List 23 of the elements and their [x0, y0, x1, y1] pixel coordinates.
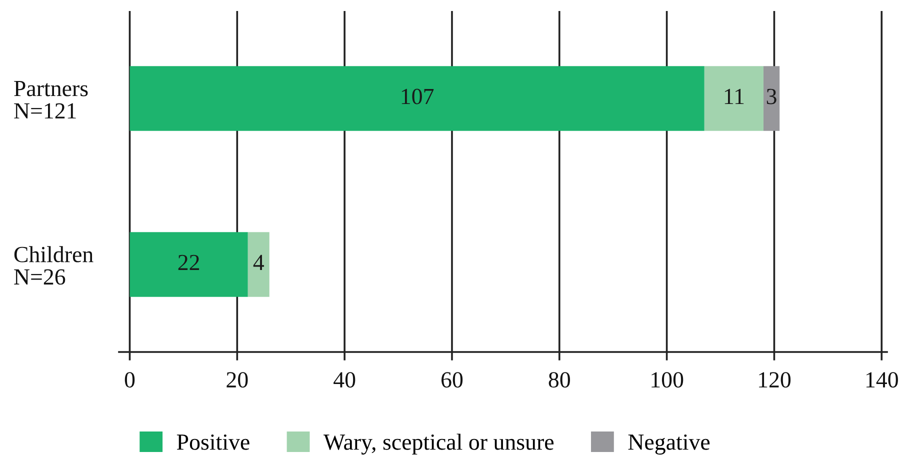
- legend-label: Wary, sceptical or unsure: [324, 434, 554, 455]
- data-label: 4: [253, 254, 264, 270]
- data-label: 11: [724, 88, 744, 104]
- x-tick-label: 80: [548, 372, 570, 388]
- bar: [704, 66, 764, 131]
- x-tick-label: 40: [334, 372, 356, 388]
- bar: [130, 232, 248, 297]
- legend-label: Negative: [628, 434, 710, 455]
- data-label: 107: [402, 88, 434, 104]
- bar: [248, 232, 270, 297]
- x-tick-label: 140: [866, 372, 898, 388]
- legend-label: Positive: [176, 434, 250, 450]
- data-label: 3: [766, 88, 776, 104]
- x-tick-label: 60: [442, 372, 463, 388]
- data-label: 22: [178, 254, 200, 270]
- x-tick-label: 20: [226, 372, 248, 388]
- bar: [130, 66, 704, 131]
- bar: [763, 66, 780, 131]
- y-tick-label: Partners N=121: [14, 81, 88, 118]
- x-tick-label: 0: [124, 372, 135, 388]
- x-tick-label: 120: [759, 372, 791, 388]
- y-tick-label: Children N=26: [14, 246, 94, 285]
- x-tick-label: 100: [652, 372, 684, 388]
